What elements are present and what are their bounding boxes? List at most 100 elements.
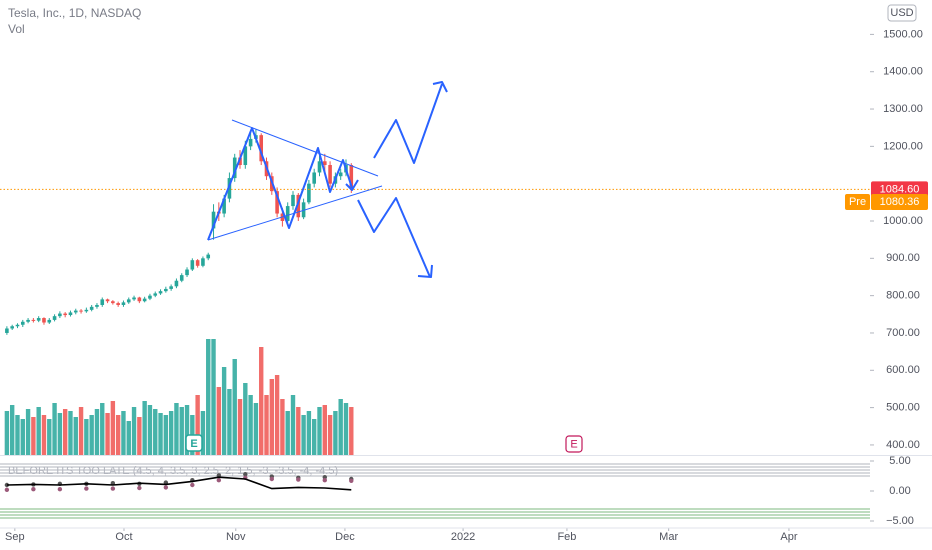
x-tick-label: Sep xyxy=(5,531,25,543)
premarket-price: 1080.36 xyxy=(880,196,920,208)
indicator-dot xyxy=(322,478,327,483)
volume-bar xyxy=(89,415,94,455)
candle-body xyxy=(47,319,52,323)
earnings-marker[interactable] xyxy=(185,434,203,452)
volume-bar xyxy=(158,413,163,455)
indicator-dot xyxy=(163,485,169,490)
volume-bar xyxy=(153,409,158,455)
candle-body xyxy=(296,194,301,218)
volume-bar xyxy=(174,403,179,455)
volume-bar xyxy=(248,395,253,455)
volume-bar xyxy=(296,407,301,455)
candle-body xyxy=(137,297,142,302)
y-tick-label: 700.00 xyxy=(886,327,920,339)
x-tick-label: Oct xyxy=(115,531,132,543)
volume-bar xyxy=(131,407,137,455)
volume-bar xyxy=(221,367,227,455)
y-tick-label: 1300.00 xyxy=(883,103,923,115)
zigzag xyxy=(207,127,353,241)
candle-body xyxy=(291,194,295,207)
candle-body xyxy=(105,299,110,302)
volume-bar xyxy=(4,411,10,455)
indicator-dot xyxy=(349,478,354,483)
currency-box[interactable] xyxy=(887,4,917,22)
indicator-title: BEFORE ITS TOO LATE (4.5, 4, 3.5, 3, 2.5… xyxy=(8,465,338,477)
volume-bar xyxy=(269,379,275,455)
volume-bar xyxy=(105,413,110,455)
volume-bar xyxy=(36,407,41,455)
candle-body xyxy=(285,206,290,222)
candle-body xyxy=(185,269,189,276)
volume-bar xyxy=(259,347,264,455)
y-tick-label: 1500.00 xyxy=(883,28,923,40)
y-tick-label: 1400.00 xyxy=(883,66,923,78)
candle-body xyxy=(312,172,316,184)
x-tick-label: Dec xyxy=(335,531,355,543)
volume-bar xyxy=(200,411,206,455)
candle-body xyxy=(15,324,20,327)
indicator-dot xyxy=(190,482,195,488)
indicator-line xyxy=(6,476,352,491)
candle-body xyxy=(52,316,57,320)
candle-body xyxy=(84,309,89,312)
candle-body xyxy=(227,178,232,199)
premarket-box xyxy=(871,194,928,211)
currency[interactable]: USD xyxy=(890,7,913,19)
candle-body xyxy=(111,301,115,304)
volume-bar xyxy=(137,417,142,455)
earnings-label[interactable]: E xyxy=(570,438,577,450)
volume-bar xyxy=(206,339,211,455)
indicator-dot xyxy=(84,486,89,491)
volume-bar xyxy=(216,387,222,455)
volume-bar xyxy=(20,419,25,455)
candle-body xyxy=(42,318,46,323)
volume-bar xyxy=(327,415,333,455)
candle-body xyxy=(232,157,237,179)
candle-body xyxy=(317,161,322,173)
candle-body xyxy=(301,202,306,218)
volume-bar xyxy=(285,411,290,455)
x-tick-label: Mar xyxy=(659,531,678,543)
volume-bar xyxy=(31,417,36,455)
earnings-marker[interactable] xyxy=(565,435,583,453)
volume-bar xyxy=(115,415,121,455)
y-tick-label: 0.00 xyxy=(889,485,910,497)
earnings-label[interactable]: E xyxy=(190,438,197,450)
candle-body xyxy=(148,295,152,299)
volume-bar xyxy=(343,403,349,455)
candle-body xyxy=(174,280,179,287)
volume-bar xyxy=(184,405,190,455)
volume-bar xyxy=(147,405,153,455)
y-tick-label: 600.00 xyxy=(886,364,920,376)
volume-bar xyxy=(100,403,105,455)
candle-body xyxy=(89,306,94,310)
volume-bar xyxy=(41,415,47,455)
y-tick-label: 1000.00 xyxy=(883,215,923,227)
volume-bar xyxy=(253,403,259,455)
last-price-label: 1084.60 xyxy=(880,183,920,195)
bull-arrow-head xyxy=(432,81,448,93)
candle-body xyxy=(79,310,83,312)
indicator-dot xyxy=(296,477,301,482)
volume-bar xyxy=(168,411,174,455)
candle-body xyxy=(153,293,158,296)
candle-body xyxy=(243,146,248,166)
bear-arrow-head xyxy=(417,264,433,278)
volume-bar xyxy=(47,419,52,455)
y-tick-label: 900.00 xyxy=(886,252,920,264)
indicator-dot xyxy=(57,487,63,492)
candle-body xyxy=(31,319,36,321)
volume-bar xyxy=(73,417,78,455)
volume-bar xyxy=(52,403,57,455)
volume-bar xyxy=(15,415,20,455)
candle-body xyxy=(95,304,99,307)
volume-bar xyxy=(126,421,131,455)
candle-body xyxy=(68,312,73,316)
volume-bar xyxy=(62,409,68,455)
x-tick-label: Feb xyxy=(557,531,576,543)
candle-body xyxy=(10,326,14,329)
candle-body xyxy=(5,328,9,333)
volume-bar xyxy=(163,415,169,455)
